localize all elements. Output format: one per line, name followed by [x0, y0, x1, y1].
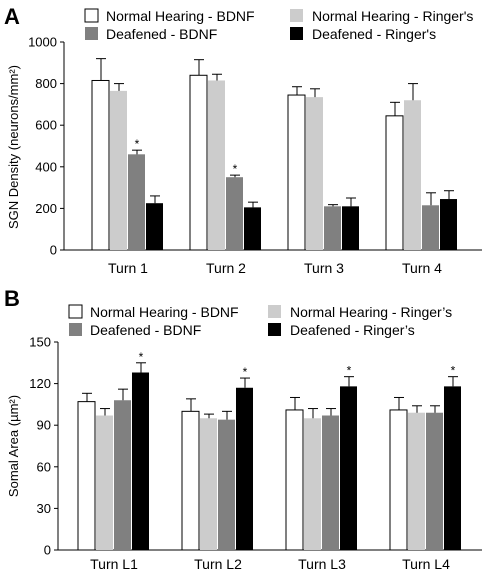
bar	[96, 415, 113, 550]
x-category-label: Turn L4	[402, 556, 450, 571]
bar	[324, 206, 341, 250]
y-tick-label: 0	[50, 243, 57, 258]
y-tick-label: 800	[35, 76, 57, 91]
bar	[114, 400, 131, 550]
y-tick-label: 90	[37, 418, 51, 433]
legend-swatch-deafened-ringers	[268, 323, 281, 336]
bar	[285, 409, 304, 551]
bar	[110, 90, 127, 250]
bar	[146, 203, 163, 250]
legend-swatch-deafened-bdnf	[69, 323, 82, 336]
panel-b: B Somal Area (µm²) 0 30 60 90 120 150 * * * * Tu…	[4, 286, 482, 571]
legend-label-normal-ringers: Normal Hearing - Ringer’s	[290, 304, 452, 320]
x-category-label: Turn 1	[108, 260, 148, 276]
legend-label-deafened-ringers: Deafened - Ringer's	[312, 26, 436, 42]
significance-marker: *	[135, 137, 140, 151]
legend-label-deafened-bdnf: Deafened - BDNF	[106, 26, 217, 42]
bar	[189, 74, 208, 251]
panel-b-letter: B	[4, 286, 20, 311]
x-category-label: Turn 4	[402, 260, 442, 276]
bar	[422, 205, 439, 250]
bar	[236, 387, 253, 550]
bar	[77, 401, 96, 551]
bar	[304, 418, 321, 550]
y-tick-label: 0	[44, 543, 51, 558]
legend-label-normal-bdnf: Normal Hearing - BDNF	[106, 8, 255, 24]
panel-b-y-axis-label: Somal Area (µm²)	[6, 395, 21, 497]
bar	[440, 199, 457, 250]
bar	[385, 115, 404, 251]
x-category-label: Turn L2	[194, 556, 242, 571]
bar	[208, 80, 225, 250]
legend-swatch-deafened-bdnf	[85, 27, 98, 40]
bar	[389, 409, 408, 551]
y-tick-label: 60	[37, 459, 51, 474]
significance-marker: *	[139, 350, 144, 364]
bar	[444, 386, 461, 550]
x-category-label: Turn 3	[304, 260, 344, 276]
bar	[226, 177, 243, 250]
y-tick-label: 30	[37, 501, 51, 516]
bar	[91, 79, 110, 251]
legend-swatch-normal-ringers	[268, 305, 281, 318]
bar	[306, 97, 323, 251]
bar	[181, 410, 200, 551]
panel-b-bars: * * * *	[77, 350, 461, 551]
y-tick-label: 200	[35, 201, 57, 216]
panel-b-y-ticks: 0 30 60 90 120 150	[29, 335, 58, 558]
panel-a-y-axis-label: SGN Density (neurons/mm²)	[6, 65, 21, 229]
bar	[244, 207, 261, 250]
bar	[322, 415, 339, 550]
legend-label-normal-bdnf: Normal Hearing - BDNF	[90, 304, 239, 320]
bar	[426, 412, 443, 550]
legend-label-deafened-ringers: Deafened - Ringer’s	[290, 322, 415, 338]
panel-a-letter: A	[4, 4, 20, 29]
significance-marker: *	[233, 162, 238, 176]
panel-a: A SGN Density (neurons/mm²) 0 200 400 600 80…	[4, 4, 482, 276]
bar	[128, 154, 145, 250]
legend-swatch-deafened-ringers	[290, 27, 303, 40]
bar	[404, 100, 421, 251]
bar	[408, 412, 425, 550]
bar	[132, 372, 149, 550]
bar	[342, 206, 359, 250]
bar	[218, 419, 235, 550]
legend-swatch-normal-bdnf	[84, 8, 99, 23]
panel-a-bars: **	[91, 58, 457, 251]
bar	[287, 94, 306, 251]
legend-label-normal-ringers: Normal Hearing - Ringer's	[312, 8, 473, 24]
y-tick-label: 400	[35, 159, 57, 174]
significance-marker: *	[347, 364, 352, 378]
y-tick-label: 120	[29, 376, 51, 391]
y-tick-label: 150	[29, 335, 51, 350]
x-category-label: Turn 2	[206, 260, 246, 276]
significance-marker: *	[451, 364, 456, 378]
y-tick-label: 600	[35, 118, 57, 133]
y-tick-label: 1000	[28, 35, 57, 50]
x-category-label: Turn L3	[298, 556, 346, 571]
legend-label-deafened-bdnf: Deafened - BDNF	[90, 322, 201, 338]
x-category-label: Turn L1	[90, 556, 138, 571]
bar	[200, 418, 217, 550]
panel-b-categories: Turn L1 Turn L2 Turn L3 Turn L4	[90, 556, 450, 571]
panel-a-y-ticks: 0 200 400 600 800 1000	[28, 35, 64, 258]
bar	[340, 386, 357, 550]
significance-marker: *	[243, 365, 248, 379]
legend-swatch-normal-bdnf	[68, 304, 83, 319]
panel-a-legend: Normal Hearing - BDNF Deafened - BDNF No…	[84, 8, 473, 42]
legend-swatch-normal-ringers	[290, 9, 303, 22]
panel-a-categories: Turn 1 Turn 2 Turn 3 Turn 4	[108, 260, 442, 276]
panel-b-legend: Normal Hearing - BDNF Deafened - BDNF No…	[68, 304, 452, 338]
